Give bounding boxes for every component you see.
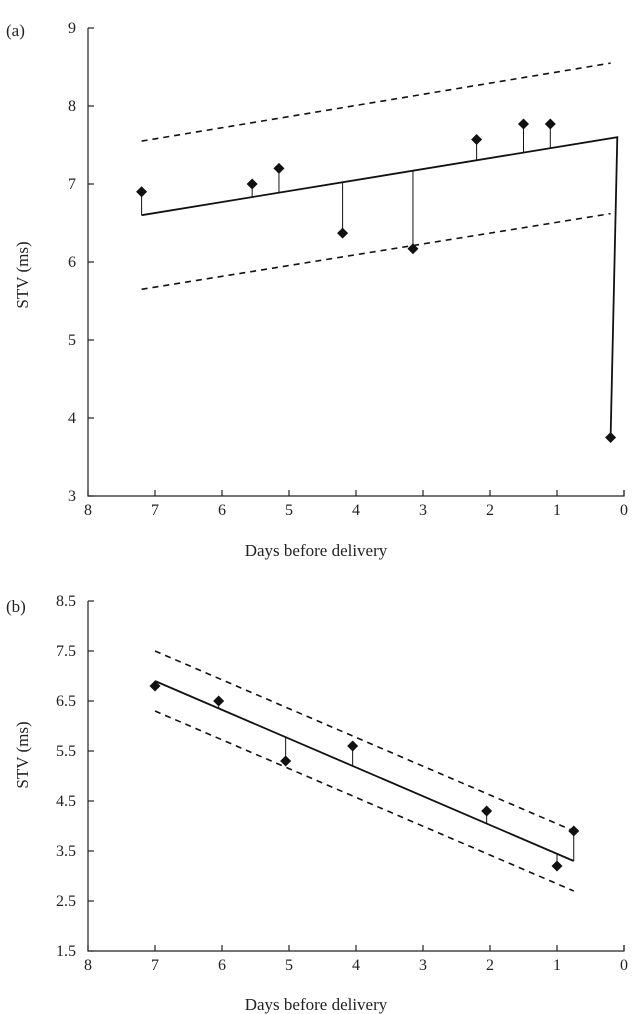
panel-b-upper-band xyxy=(154,650,575,832)
panel-b-data-point xyxy=(149,680,161,692)
panel-a-upper-band xyxy=(141,62,611,142)
panel-a-data-point xyxy=(246,178,258,190)
panel-a-y-tick-label: 8 xyxy=(68,98,76,115)
panel-a-data-point xyxy=(337,227,349,239)
panel-a-label: (a) xyxy=(6,21,25,40)
panel-a-x-tick-label: 1 xyxy=(553,502,561,519)
panel-a-data-point xyxy=(518,118,529,130)
panel-a-chart: (a) Days before delivery STV (ms) 8 7 6 5 4 3… xyxy=(6,20,628,560)
panel-b-data-point xyxy=(213,695,225,707)
panel-b-data-point xyxy=(481,805,493,817)
panel-a-data-point xyxy=(136,186,148,198)
panel-a-fit-line xyxy=(141,136,619,438)
panel-a-y-tick-label: 9 xyxy=(68,20,76,37)
panel-a-y-tick-label: 3 xyxy=(68,488,76,505)
panel-a-y-tick-label: 5 xyxy=(68,332,76,349)
panel-a-y-axis-label: STV (ms) xyxy=(13,241,32,308)
panel-a-x-tick-label: 2 xyxy=(486,502,494,519)
panel-a-x-tick-label: 8 xyxy=(84,502,92,519)
panel-a-x-tick-label: 0 xyxy=(620,502,628,519)
panel-a-data-point xyxy=(605,432,617,443)
panel-b-data-point xyxy=(568,825,580,837)
panel-a-x-tick-label: 5 xyxy=(285,502,293,519)
panel-b-data-point xyxy=(347,740,359,752)
panel-a-y-tick-label: 7 xyxy=(68,176,76,193)
panel-b-x-tick-label: 4 xyxy=(352,957,360,974)
panel-b-y-tick-label: 8.5 xyxy=(56,593,76,610)
panel-a-data-point xyxy=(471,134,483,146)
panel-b-y-tick-label: 1.5 xyxy=(56,943,76,960)
panel-b-label: (b) xyxy=(6,597,26,616)
panel-b-x-tick-label: 2 xyxy=(486,957,494,974)
panel-a-x-tick-label: 6 xyxy=(218,502,226,519)
panel-a-data-point xyxy=(273,162,285,174)
panel-a-axes xyxy=(87,28,625,497)
panel-b-x-tick-label: 3 xyxy=(419,957,427,974)
panel-a-data-point xyxy=(407,243,419,255)
panel-b-x-tick-label: 0 xyxy=(620,957,628,974)
panel-b-x-tick-label: 7 xyxy=(151,957,159,974)
panel-b-data-point xyxy=(280,755,292,767)
panel-b-fit-line xyxy=(154,680,575,862)
panel-a-data-point xyxy=(544,118,556,130)
panel-b-x-tick-label: 5 xyxy=(285,957,293,974)
panel-a-x-axis-label: Days before delivery xyxy=(245,541,388,560)
panel-b-x-axis-label: Days before delivery xyxy=(245,995,388,1014)
panel-b-axes xyxy=(87,601,625,952)
panel-b-y-tick-label: 4.5 xyxy=(56,793,76,810)
panel-b-x-tick-label: 1 xyxy=(553,957,561,974)
panel-a-x-tick-label: 4 xyxy=(352,502,360,519)
panel-b-lower-band xyxy=(154,710,575,892)
panel-a-x-tick-label: 3 xyxy=(419,502,427,519)
panel-b-y-tick-label: 3.5 xyxy=(56,843,76,860)
panel-a-x-tick-label: 7 xyxy=(151,502,159,519)
panel-b-y-tick-label: 2.5 xyxy=(56,893,76,910)
panel-b-y-tick-label: 5.5 xyxy=(56,743,76,760)
panel-a-y-tick-label: 6 xyxy=(68,254,76,271)
panel-a-y-tick-label: 4 xyxy=(68,410,76,427)
panel-b-chart: (b) Days before delivery STV (ms) 8 7 6 5 4 3… xyxy=(6,593,628,1014)
panel-b-y-axis-label: STV (ms) xyxy=(13,721,32,788)
panel-b-x-tick-label: 6 xyxy=(218,957,226,974)
panel-b-y-tick-label: 7.5 xyxy=(56,643,76,660)
panel-a-lower-band xyxy=(141,212,611,291)
panel-b-x-tick-label: 8 xyxy=(84,957,92,974)
panel-b-y-tick-label: 6.5 xyxy=(56,693,76,710)
panel-b-data-point xyxy=(551,860,563,872)
